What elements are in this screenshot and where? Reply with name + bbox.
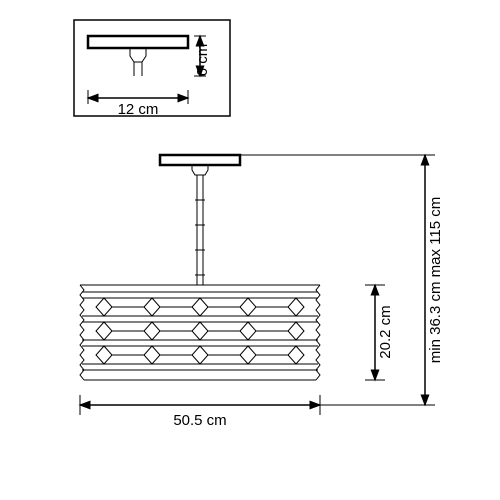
canopy-detail-connector: [130, 48, 146, 62]
canopy-detail-bar: [88, 36, 188, 48]
label-total-height: min 36.3 cm max 115 cm: [427, 197, 444, 363]
main-connector: [192, 165, 208, 175]
label-shade-width: 50.5 cm: [173, 412, 226, 429]
label-canopy-width: 12 cm: [118, 101, 159, 118]
stem: [195, 175, 205, 285]
main-canopy: [160, 155, 240, 165]
label-shade-height: 20.2 cm: [377, 305, 394, 358]
label-canopy-height: 6 cm: [194, 44, 211, 77]
shade: [80, 285, 320, 380]
